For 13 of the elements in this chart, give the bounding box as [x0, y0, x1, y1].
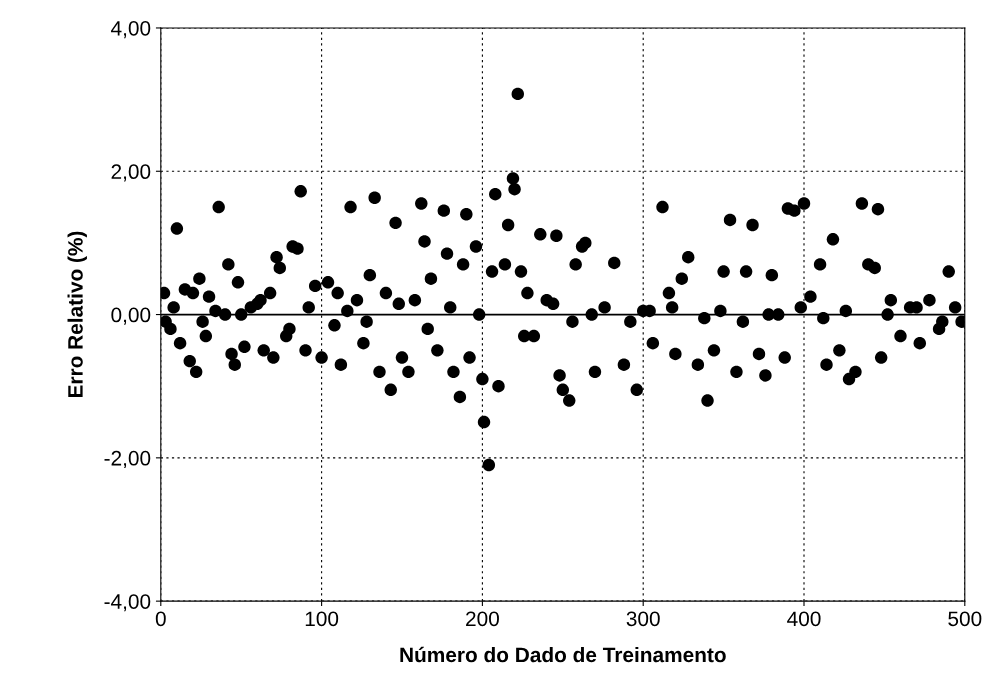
x-tick-label: 500: [948, 611, 982, 627]
x-tick-label: 0: [155, 611, 166, 627]
x-tick-label: 200: [466, 611, 499, 627]
y-tick-label: 4,00: [111, 20, 151, 39]
y-tick-label: 0,00: [111, 307, 151, 325]
y-tick-label: 2,00: [111, 164, 151, 182]
x-axis-title: Número do Dado de Treinamento: [400, 646, 726, 663]
x-tick-label: 300: [626, 611, 660, 627]
x-tick-label: 400: [787, 611, 821, 627]
y-tick-label: -4,00: [104, 594, 151, 612]
x-tick-label: 100: [305, 611, 339, 627]
y-tick-label: -2,00: [104, 450, 151, 469]
y-axis-title: Erro Relativo (%): [67, 231, 87, 398]
